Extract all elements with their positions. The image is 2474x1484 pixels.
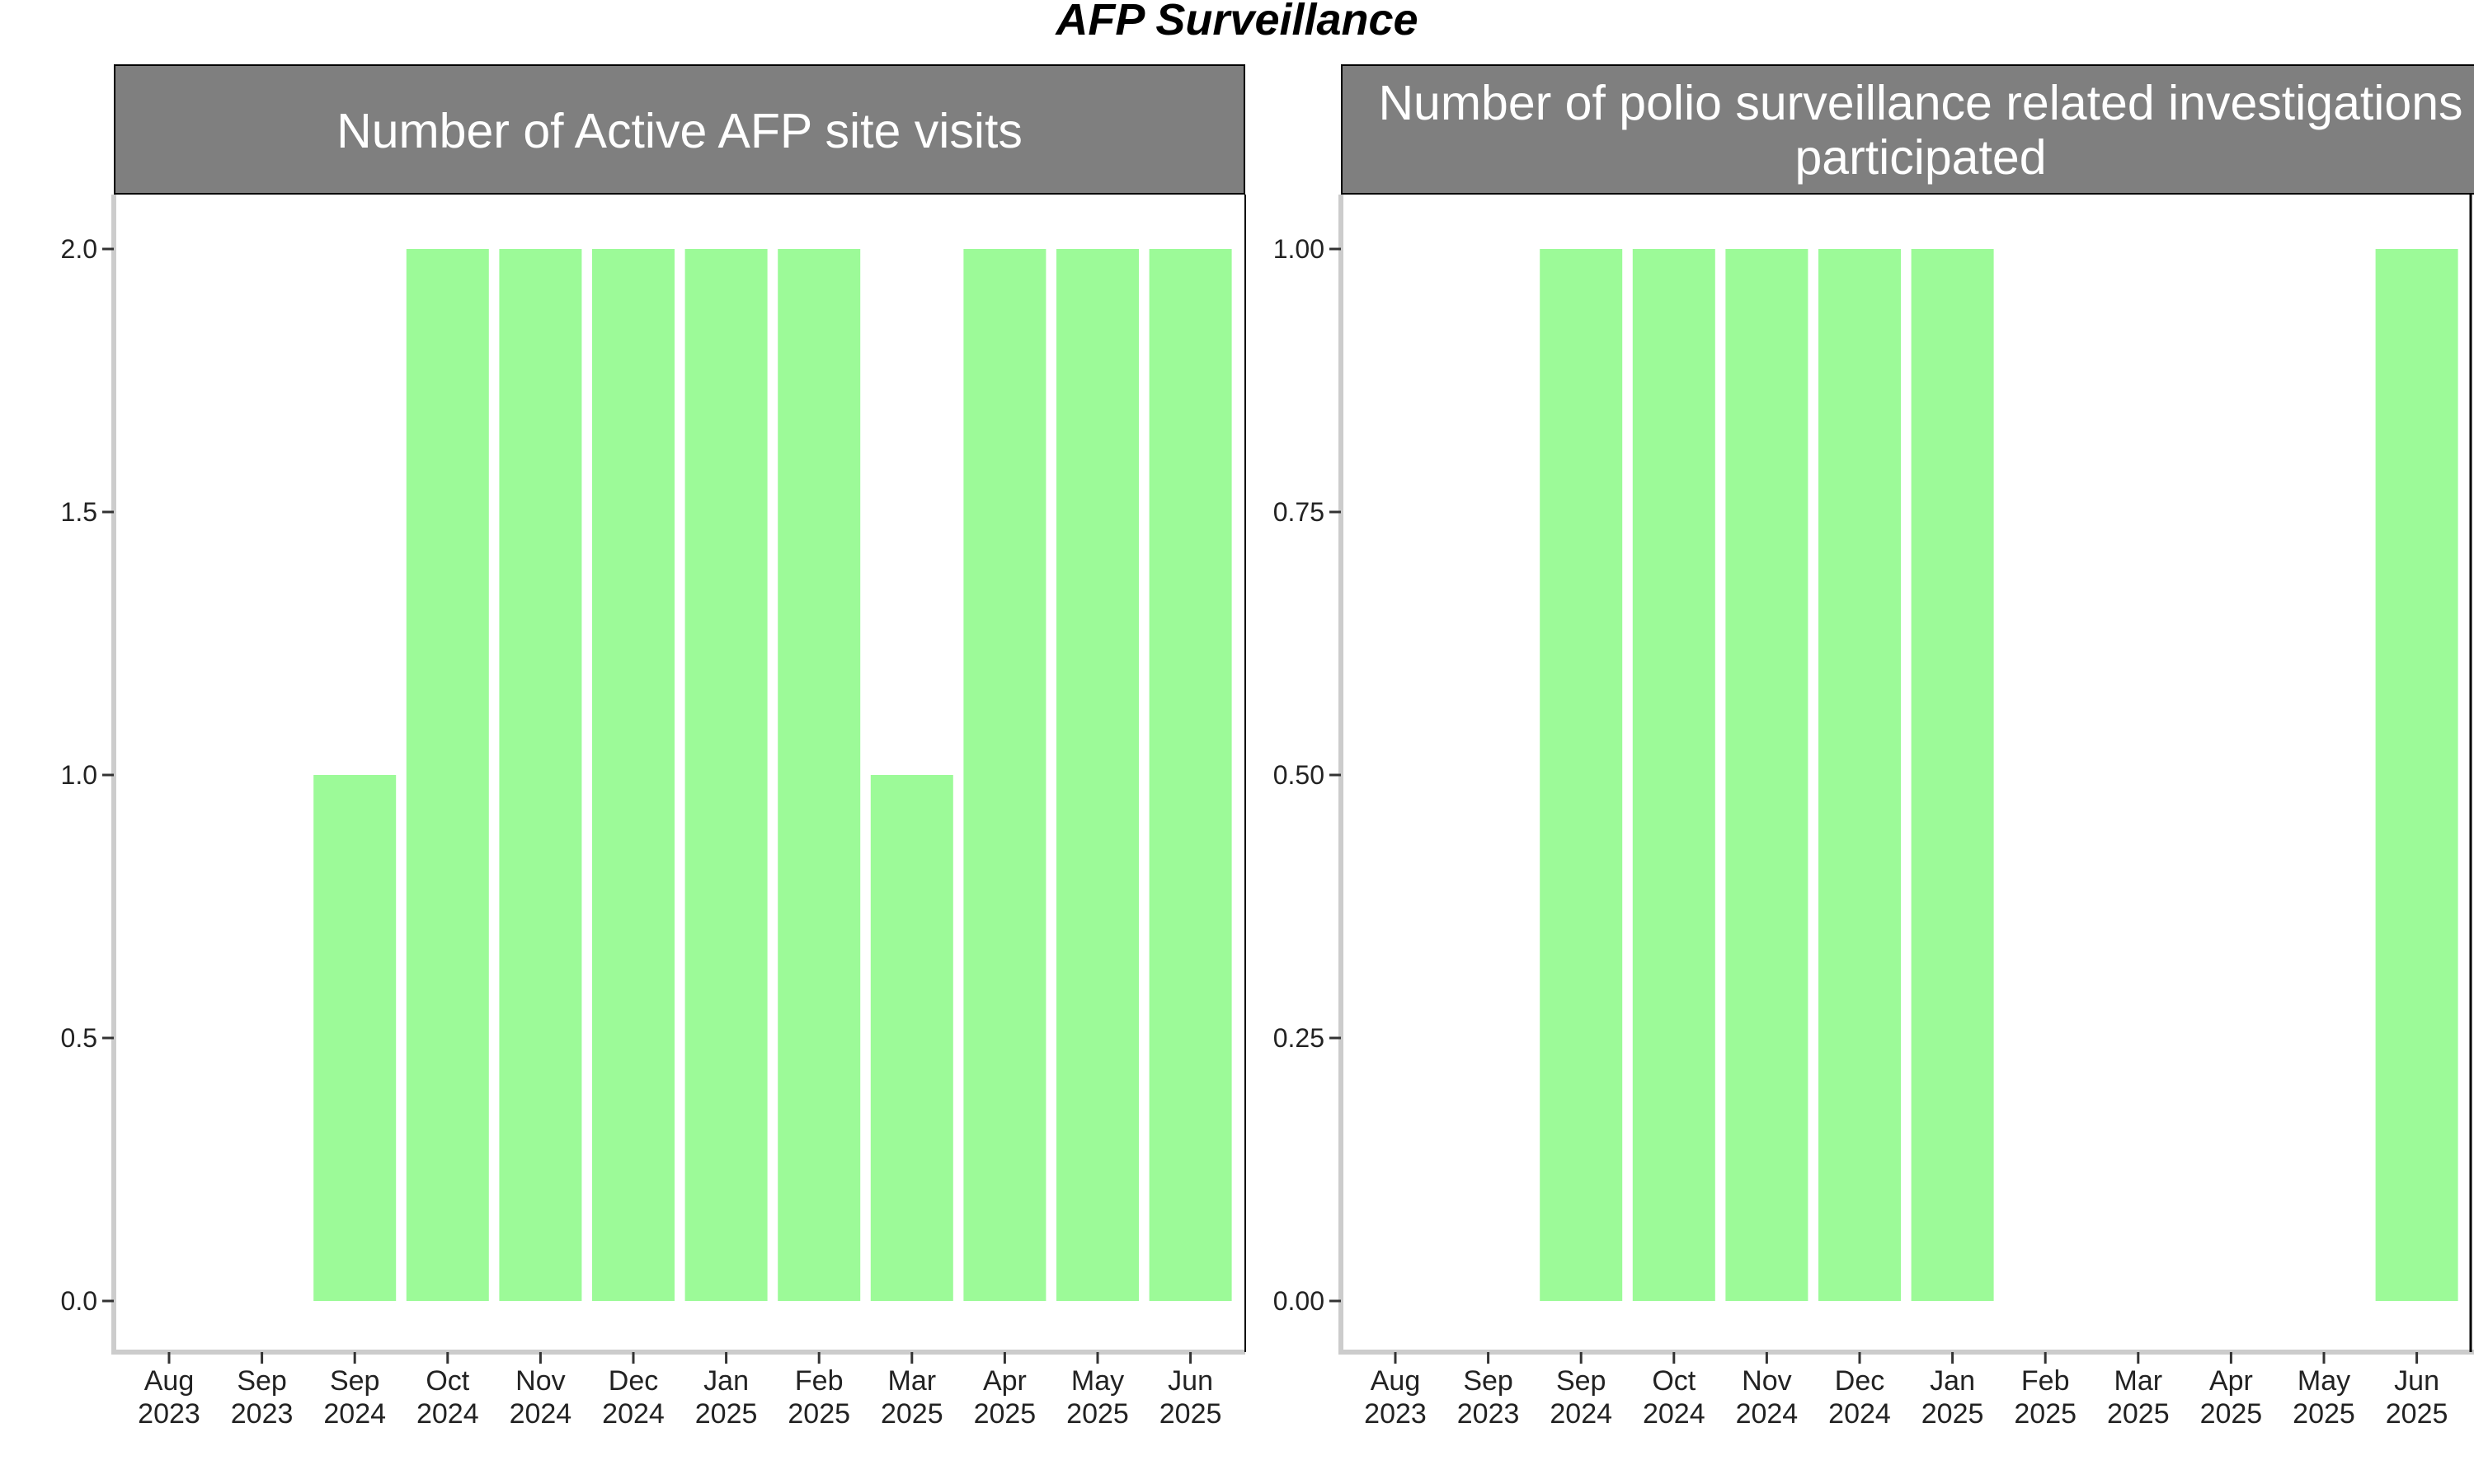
x-tick-label: Sep 2023 xyxy=(231,1365,294,1430)
bar xyxy=(778,249,861,1301)
x-tick-label: May 2025 xyxy=(1066,1365,1129,1430)
bar xyxy=(963,249,1047,1301)
y-tick-label: 1.0 xyxy=(61,760,97,790)
x-tick-label: Nov 2024 xyxy=(1736,1365,1799,1430)
y-tick-label: 0.0 xyxy=(61,1286,97,1316)
bar xyxy=(1056,249,1139,1301)
facet-strip-active-afp: Number of Active AFP site visits xyxy=(114,64,1245,195)
facet-title-polio-line1: Number of polio surveillance related inv… xyxy=(1378,76,2463,130)
bar xyxy=(592,249,675,1301)
x-tick-label: Dec 2024 xyxy=(1828,1365,1891,1430)
x-tick-label: Jun 2025 xyxy=(2386,1365,2448,1430)
y-tick-label: 1.00 xyxy=(1273,234,1324,264)
bar xyxy=(1149,249,1232,1301)
x-tick-label: Jan 2025 xyxy=(1921,1365,1984,1430)
bar xyxy=(1632,249,1715,1301)
page-title: AFP Surveillance xyxy=(1056,0,1418,45)
x-tick-label: Apr 2025 xyxy=(2200,1365,2263,1430)
bar xyxy=(499,249,582,1301)
facet-title-active-afp: Number of Active AFP site visits xyxy=(336,104,1023,158)
y-tick-label: 0.75 xyxy=(1273,497,1324,527)
x-tick-label: May 2025 xyxy=(2293,1365,2355,1430)
x-tick-label: Nov 2024 xyxy=(510,1365,572,1430)
bar xyxy=(1540,249,1623,1301)
x-tick-label: Feb 2025 xyxy=(2014,1365,2077,1430)
x-tick-label: Aug 2023 xyxy=(138,1365,200,1430)
x-tick-label: Apr 2025 xyxy=(974,1365,1037,1430)
bar xyxy=(1911,249,1994,1301)
bar xyxy=(1725,249,1808,1301)
x-tick-label: Sep 2023 xyxy=(1457,1365,1520,1430)
y-tick-label: 0.5 xyxy=(61,1023,97,1053)
y-tick-label: 1.5 xyxy=(61,497,97,527)
bar xyxy=(313,775,397,1301)
y-tick-label: 0.50 xyxy=(1273,760,1324,790)
bar xyxy=(2375,249,2458,1301)
x-tick-label: Sep 2024 xyxy=(1550,1365,1612,1430)
x-tick-label: Aug 2023 xyxy=(1364,1365,1427,1430)
bar xyxy=(406,249,489,1301)
y-tick-label: 0.25 xyxy=(1273,1023,1324,1053)
x-tick-label: Dec 2024 xyxy=(602,1365,665,1430)
bar xyxy=(1818,249,1901,1301)
x-tick-label: Sep 2024 xyxy=(323,1365,386,1430)
y-tick-label: 0.00 xyxy=(1273,1286,1324,1316)
bar xyxy=(684,249,768,1301)
x-tick-label: Jun 2025 xyxy=(1159,1365,1222,1430)
x-tick-label: Feb 2025 xyxy=(788,1365,850,1430)
x-tick-label: Jan 2025 xyxy=(695,1365,758,1430)
x-tick-label: Oct 2024 xyxy=(1643,1365,1705,1430)
facet-title-polio-line2: participated xyxy=(1794,130,2047,185)
x-tick-label: Mar 2025 xyxy=(2107,1365,2170,1430)
bar xyxy=(870,775,953,1301)
facet-strip-polio-investigations: Number of polio surveillance related inv… xyxy=(1341,64,2474,195)
x-tick-label: Mar 2025 xyxy=(881,1365,943,1430)
x-tick-label: Oct 2024 xyxy=(416,1365,479,1430)
y-tick-label: 2.0 xyxy=(61,234,97,264)
